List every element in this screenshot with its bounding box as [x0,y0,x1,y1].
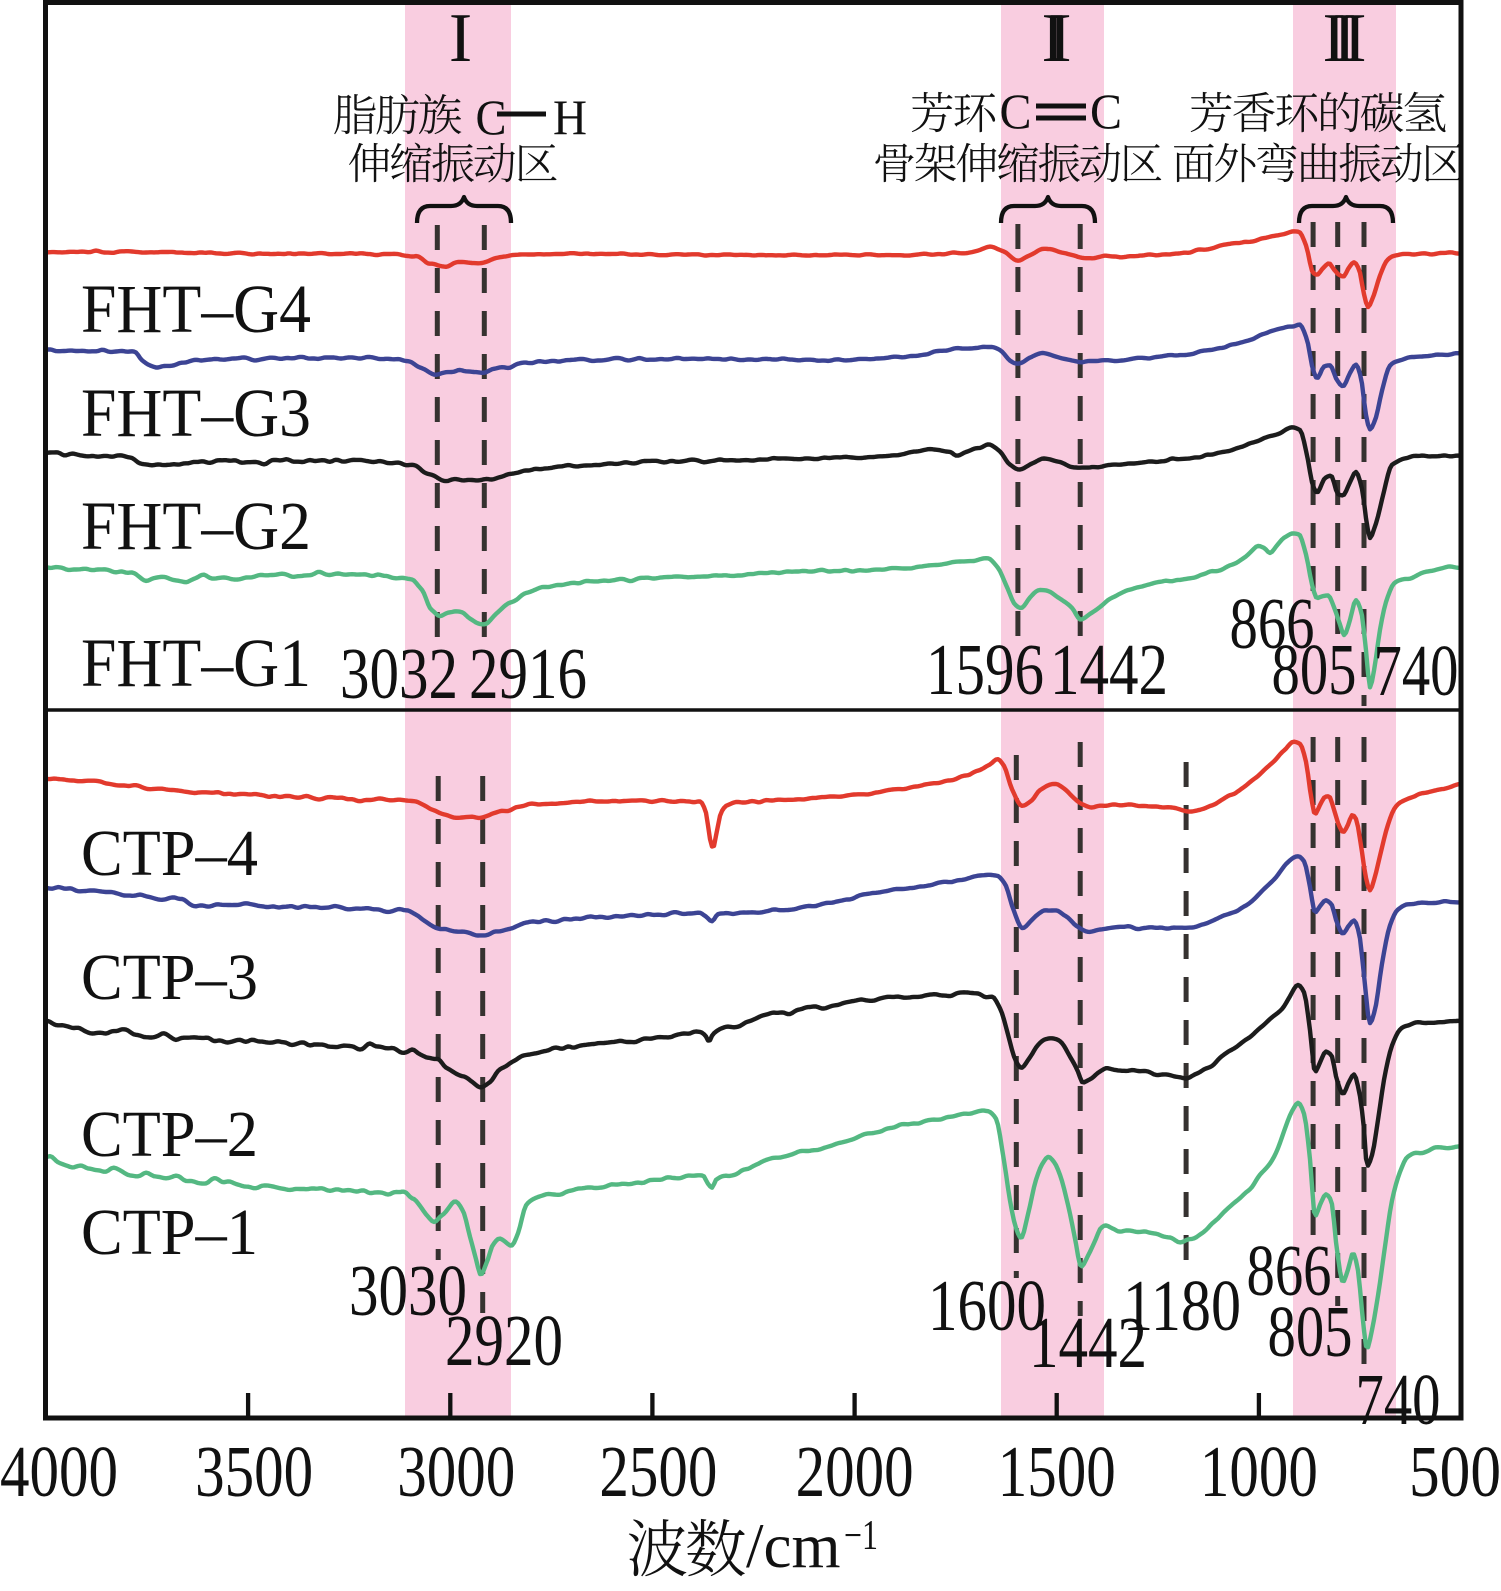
svg-text:1180: 1180 [1123,1265,1241,1346]
svg-text:866: 866 [1230,583,1315,664]
svg-text:C: C [1090,83,1122,139]
svg-text:/cm: /cm [746,1511,840,1581]
svg-text:866: 866 [1247,1230,1332,1311]
svg-text:1442: 1442 [1029,1302,1147,1383]
svg-text:805: 805 [1272,629,1357,710]
svg-text:1600: 1600 [928,1265,1046,1346]
svg-text:CTP–2: CTP–2 [81,1098,258,1171]
svg-text:3000: 3000 [397,1431,515,1512]
svg-text:FHT–G1: FHT–G1 [81,625,311,701]
svg-text:3500: 3500 [195,1431,313,1512]
svg-text:CTP–4: CTP–4 [81,817,258,890]
svg-text:3030: 3030 [349,1250,467,1331]
svg-text:−1: −1 [844,1513,878,1559]
svg-text:1000: 1000 [1200,1431,1318,1512]
svg-text:2000: 2000 [796,1431,914,1512]
svg-text:FHT–G3: FHT–G3 [81,375,311,451]
svg-text:2500: 2500 [599,1431,717,1512]
svg-text:740: 740 [1374,630,1459,711]
svg-text:805: 805 [1268,1291,1353,1372]
svg-text:FHT–G4: FHT–G4 [81,271,311,347]
svg-text:C: C [476,89,507,145]
svg-text:4000: 4000 [0,1431,118,1512]
svg-text:2920: 2920 [445,1300,563,1381]
svg-text:3032: 3032 [340,633,458,714]
svg-text:CTP–3: CTP–3 [81,941,258,1014]
svg-text:II: II [1042,0,1072,77]
svg-text:III: III [1323,0,1367,77]
svg-text:I: I [449,0,472,77]
svg-text:1500: 1500 [998,1431,1116,1512]
svg-text:1596: 1596 [926,629,1044,710]
svg-text:CTP–1: CTP–1 [81,1196,258,1269]
svg-text:500: 500 [1409,1431,1501,1512]
svg-text:H: H [553,89,587,145]
svg-text:740: 740 [1356,1359,1441,1440]
svg-text:FHT–G2: FHT–G2 [81,488,311,564]
svg-text:C: C [1000,83,1032,139]
svg-text:2916: 2916 [469,633,587,714]
svg-text:1442: 1442 [1050,629,1168,710]
